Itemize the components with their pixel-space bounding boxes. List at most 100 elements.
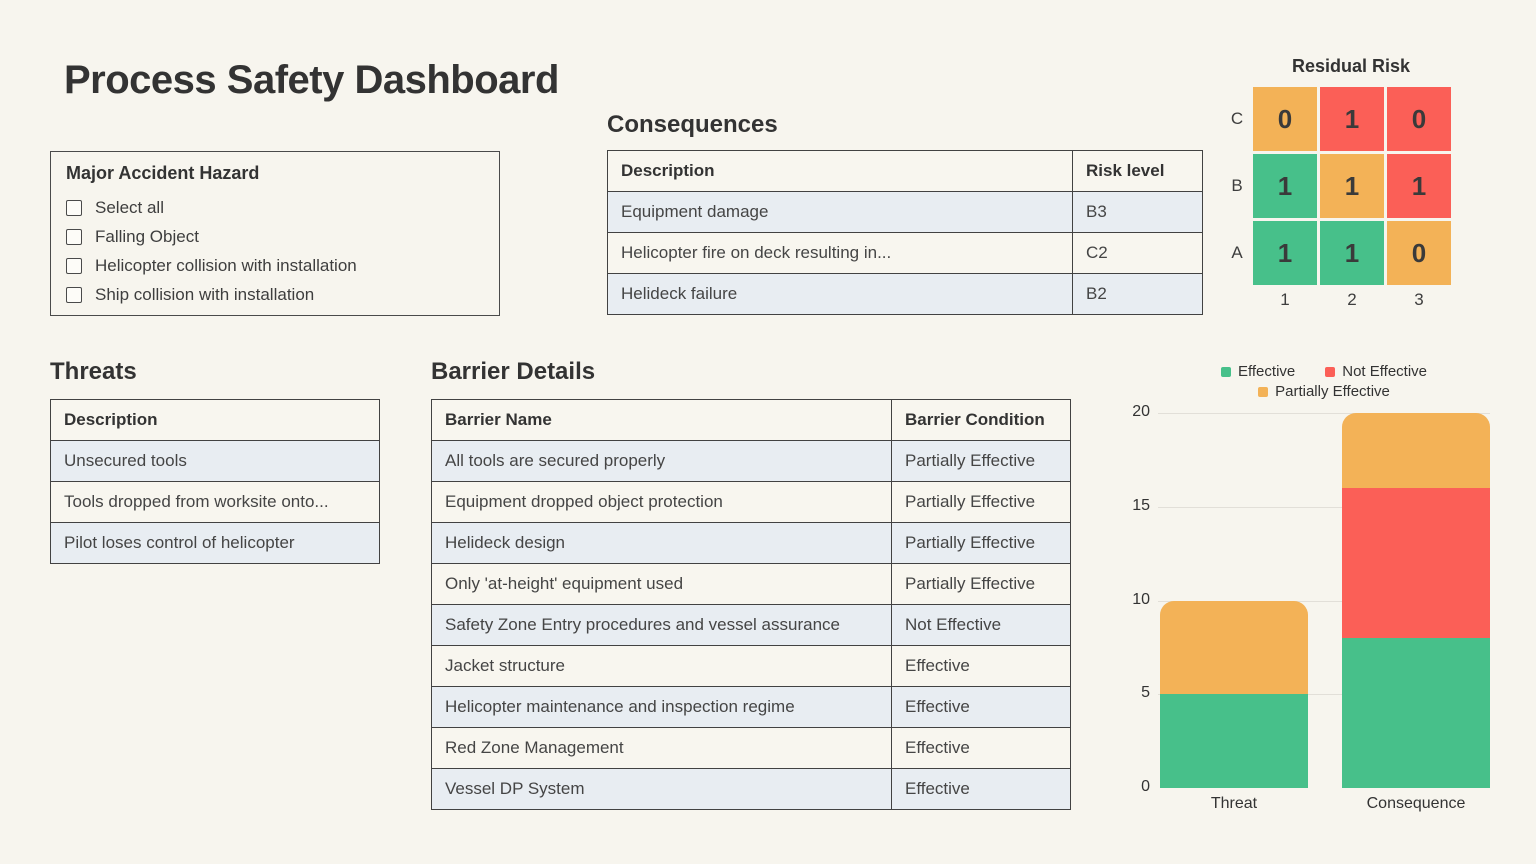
table-cell: Equipment dropped object protection [431,481,892,523]
matrix-cell-b-3[interactable]: 1 [1387,154,1451,218]
barrier-details-table: Barrier Name Barrier Condition All tools… [431,399,1071,810]
legend-item-not-effective[interactable]: Not Effective [1325,363,1427,380]
hazard-checkbox-list: Select all Falling Object Helicopter colli… [66,193,484,309]
barrier-row[interactable]: Helicopter maintenance and inspection re… [431,686,1071,728]
y-axis-tick: 20 [1132,403,1150,420]
table-header-row: Description [50,399,380,441]
matrix-row-label-a: A [1231,243,1243,262]
matrix-col-label-2: 2 [1347,290,1357,309]
barrier-row[interactable]: Vessel DP System Effective [431,768,1071,810]
barrier-row[interactable]: Safety Zone Entry procedures and vessel … [431,604,1071,646]
y-axis-tick: 15 [1132,496,1150,514]
threat-row[interactable]: Pilot loses control of helicopter [50,522,380,564]
legend-row: Partially Effective [1258,383,1390,400]
table-cell: Helicopter fire on deck resulting in... [607,232,1073,274]
bar-segment-threat-partially-effective[interactable] [1160,600,1308,695]
bar-segment-threat-effective[interactable] [1160,694,1308,788]
legend-item-effective[interactable]: Effective [1220,363,1296,380]
hazard-option-ship-collision-with-installation[interactable]: Ship collision with installation [66,280,484,309]
checkbox-icon[interactable] [66,199,82,216]
table-cell: Partially Effective [891,563,1071,605]
matrix-cell-c-1[interactable]: 0 [1253,87,1317,151]
bar-segment-consequence-effective[interactable] [1342,638,1490,788]
chart-legend: Effective Not Effective Partially Effectiv… [1150,363,1498,400]
table-cell: Partially Effective [891,440,1071,482]
table-cell: Partially Effective [891,522,1071,564]
barrier-row[interactable]: Equipment dropped object protection Parti… [431,481,1071,523]
table-header-row: Barrier Name Barrier Condition [431,399,1071,441]
consequence-row[interactable]: Helicopter fire on deck resulting in... C… [607,232,1203,274]
hazard-option-falling-object[interactable]: Falling Object [66,222,484,251]
matrix-cell-c-2[interactable]: 1 [1320,87,1384,151]
section-heading-threats: Threats [50,358,137,385]
matrix-cell-a-2[interactable]: 1 [1320,221,1384,285]
hazard-filter-panel: Major Accident Hazard Select all Falling … [50,151,500,316]
checkbox-icon[interactable] [66,257,82,274]
matrix-cell-a-1[interactable]: 1 [1253,221,1317,285]
table-cell: B2 [1072,273,1203,315]
checkbox-label: Falling Object [95,226,199,246]
consequence-row[interactable]: Equipment damage B3 [607,191,1203,233]
column-header: Description [50,399,380,441]
table-cell: C2 [1072,232,1203,274]
checkbox-icon[interactable] [66,286,82,303]
table-cell: Safety Zone Entry procedures and vessel … [431,604,892,646]
matrix-cell-b-2[interactable]: 1 [1320,154,1384,218]
checkbox-label: Select all [95,197,164,217]
hazard-option-helicopter-collision-with-installation[interactable]: Helicopter collision with installation [66,251,484,280]
matrix-cell-c-3[interactable]: 0 [1387,87,1451,151]
bar-threat [1160,413,1308,788]
table-cell: Effective [891,686,1071,728]
table-cell: Red Zone Management [431,727,892,769]
barrier-row[interactable]: Red Zone Management Effective [431,727,1071,769]
table-cell: Only 'at-height' equipment used [431,563,892,605]
matrix-corner-spacer [1224,288,1250,312]
barrier-row[interactable]: All tools are secured properly Partially … [431,440,1071,482]
hazard-option-select-all[interactable]: Select all [66,193,484,222]
barrier-row[interactable]: Jacket structure Effective [431,645,1071,687]
legend-swatch-icon [1258,386,1269,397]
column-header: Barrier Name [431,399,892,441]
bar-consequence [1342,413,1490,788]
table-cell: Tools dropped from worksite onto... [50,481,380,523]
table-cell: Helideck failure [607,273,1073,315]
y-axis-tick: 5 [1141,684,1150,702]
bar-segment-consequence-not-effective[interactable] [1342,488,1490,638]
y-axis-tick: 10 [1132,590,1150,608]
threat-row[interactable]: Unsecured tools [50,440,380,482]
page-title: Process Safety Dashboard [64,58,559,102]
legend-swatch-icon [1220,366,1231,377]
legend-label: Partially Effective [1275,383,1390,400]
table-cell: Effective [891,768,1071,810]
bar-segment-consequence-partially-effective[interactable] [1342,413,1490,488]
legend-label: Effective [1237,363,1296,380]
threat-row[interactable]: Tools dropped from worksite onto... [50,481,380,523]
consequences-table: Description Risk level Equipment damage B… [607,150,1203,315]
table-cell: All tools are secured properly [431,440,892,482]
legend-item-partially-effective[interactable]: Partially Effective [1258,383,1390,400]
gridline [1158,600,1490,602]
checkbox-icon[interactable] [66,228,82,245]
legend-label: Not Effective [1342,363,1428,380]
table-cell: Equipment damage [607,191,1073,233]
barrier-row[interactable]: Only 'at-height' equipment used Partially… [431,563,1071,605]
risk-matrix-title: Residual Risk [1291,56,1411,76]
matrix-col-label-3: 3 [1414,290,1424,309]
section-heading-consequences: Consequences [607,111,778,138]
table-cell: Effective [891,727,1071,769]
legend-swatch-icon [1325,366,1336,377]
table-cell: Not Effective [891,604,1071,646]
matrix-row-label-c: C [1230,109,1244,128]
x-axis-label-threat: Threat [1210,795,1258,812]
matrix-row-label-b: B [1231,176,1243,195]
barrier-effectiveness-chart [1158,413,1490,788]
section-heading-barrier-details: Barrier Details [431,358,596,385]
matrix-cell-a-3[interactable]: 0 [1387,221,1451,285]
table-cell: Helideck design [431,522,892,564]
consequence-row[interactable]: Helideck failure B2 [607,273,1203,315]
matrix-cell-b-1[interactable]: 1 [1253,154,1317,218]
barrier-row[interactable]: Helideck design Partially Effective [431,522,1071,564]
checkbox-label: Helicopter collision with installation [95,255,357,275]
